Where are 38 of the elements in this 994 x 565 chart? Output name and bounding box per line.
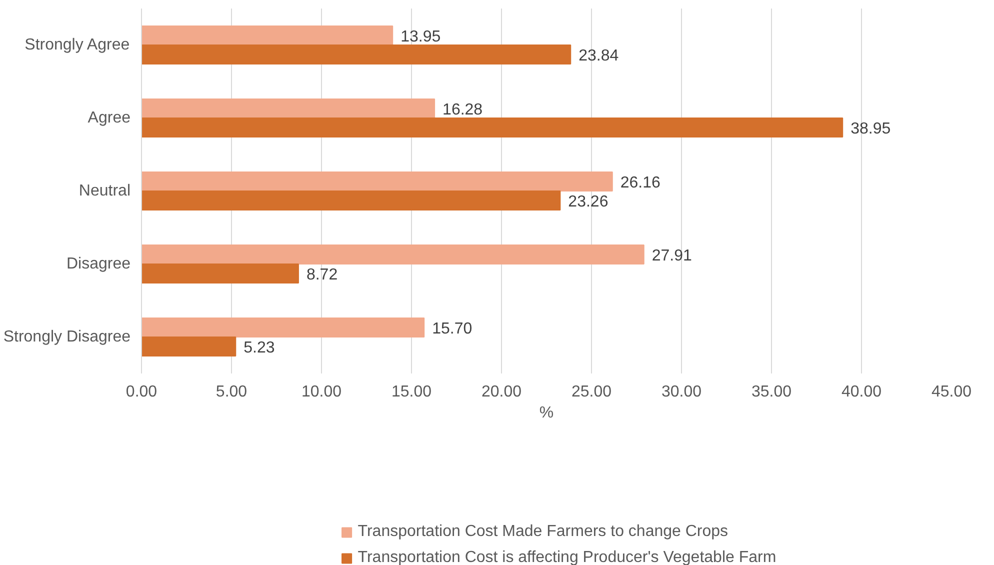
legend-label: Transportation Cost is affecting Producer's Vegetable Farm [358,549,776,565]
data-label: 27.91 [652,248,692,265]
bar [142,172,613,192]
x-tick-label: 0.00 [126,384,158,400]
bar [142,190,561,210]
data-label: 8.72 [306,266,338,284]
legend-label: Transportation Cost Made Farmers to change Crops [358,523,728,541]
y-tick-label: Strongly Agree [24,36,130,54]
data-label: 38.95 [850,120,891,138]
bar [142,44,572,64]
data-label: 23.26 [568,193,608,210]
x-tick-label: 5.00 [216,384,248,400]
data-label: 15.70 [432,320,472,338]
x-tick-label: 30.00 [661,384,702,400]
data-label: 16.28 [442,102,483,119]
bar [142,26,394,46]
bar [142,318,425,338]
data-label: 13.95 [400,28,441,46]
x-tick-label: 45.00 [931,384,972,400]
data-label: 23.84 [578,47,619,64]
y-tick-label: Neutral [78,182,130,200]
bar [142,118,844,138]
x-tick-label: 25.00 [571,384,612,400]
data-label: 5.23 [244,339,275,356]
bar [142,264,299,284]
data-label: 26.16 [620,174,661,192]
y-tick-label: Strongly Disagree [3,328,131,346]
bar [142,98,436,118]
bar [142,336,236,356]
x-axis-title: % [539,404,554,422]
y-tick-label: Disagree [66,256,131,272]
x-tick-label: 20.00 [481,384,522,400]
x-tick-label: 40.00 [841,384,882,400]
bar [142,244,644,264]
y-tick-label: Agree [88,110,131,126]
x-tick-label: 15.00 [391,384,432,400]
x-tick-label: 35.00 [751,384,792,400]
x-tick-label: 10.00 [301,384,342,400]
